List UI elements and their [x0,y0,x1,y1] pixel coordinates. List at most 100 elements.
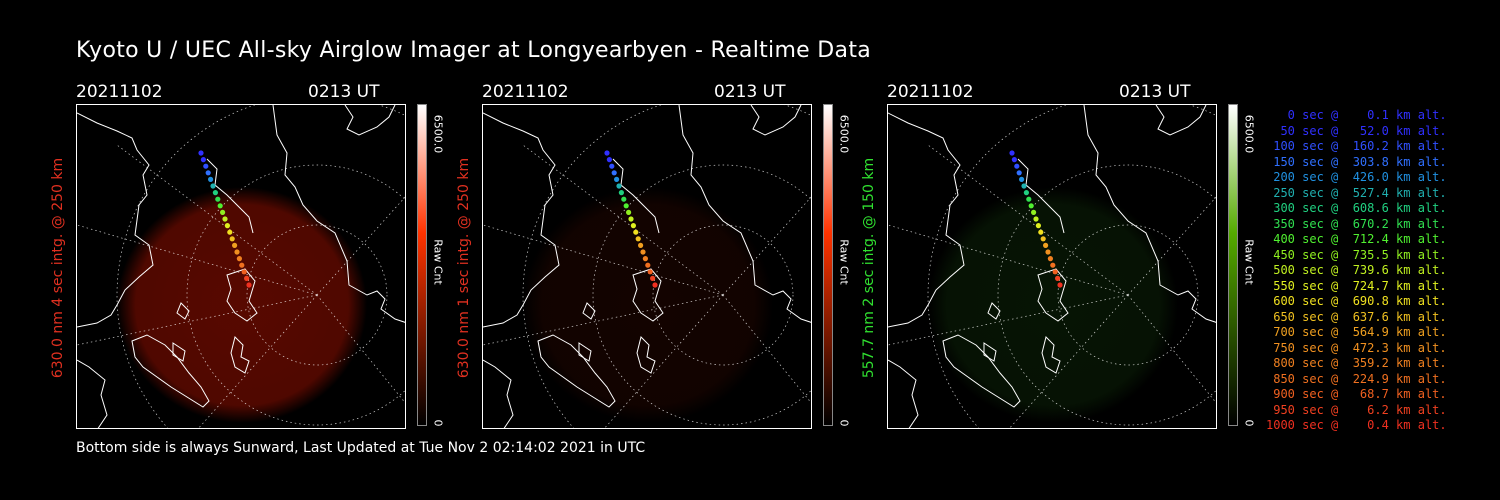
trajectory-point [203,163,209,169]
trajectory-point [621,196,627,202]
trajectory-point [1014,163,1020,169]
trajectory-point [239,262,245,268]
colorbar-unit: Raw Cnt [1242,239,1256,285]
trajectory-point [1019,176,1025,182]
legend-row: 550 sec @ 724.7 km alt. [1266,278,1447,293]
legend-row: 850 sec @ 224.9 km alt. [1266,371,1447,386]
colorbar-max: 6500.0 [431,114,445,154]
trajectory-point [200,157,206,163]
trajectory-legend: 0 sec @ 0.1 km alt. 50 sec @ 52.0 km alt… [1266,108,1447,434]
imager-panel-630nm-1sec: 20211102 0213 UT 630.0 nm 1 sec intg. @ … [456,82,862,432]
trajectory-point [606,157,612,163]
trajectory-point [626,209,632,215]
allsky-image[interactable] [482,104,812,429]
trajectory-point [640,249,646,255]
trajectory-point [638,242,644,248]
trajectory-point [652,282,658,288]
airglow-emission [117,187,367,423]
allsky-image[interactable] [887,104,1217,429]
trajectory-point [1040,236,1046,242]
trajectory-point [222,216,228,222]
colorbar [823,104,833,426]
trajectory-point [246,282,252,288]
trajectory-point [234,249,240,255]
airglow-emission [928,187,1178,423]
trajectory-point [229,236,235,242]
trajectory-point [1045,249,1051,255]
trajectory-point [210,183,216,189]
imager-panel-630nm-4sec: 20211102 0213 UT 630.0 nm 4 sec intg. @ … [50,82,456,432]
legend-row: 650 sec @ 637.6 km alt. [1266,309,1447,324]
legend-row: 100 sec @ 160.2 km alt. [1266,139,1447,153]
colorbar-min: 0 [837,419,851,427]
page-title: Kyoto U / UEC All-sky Airglow Imager at … [76,38,872,63]
colorbar [1228,104,1238,426]
legend-row: 600 sec @ 690.8 km alt. [1266,294,1447,308]
trajectory-point [616,183,622,189]
trajectory-point [1009,150,1015,156]
trajectory-point [630,223,636,229]
legend-row: 750 sec @ 472.3 km alt. [1266,340,1447,355]
legend-row: 900 sec @ 68.7 km alt. [1266,387,1447,401]
trajectory-point [633,229,639,235]
trajectory-point [1050,262,1056,268]
trajectory-point [1057,282,1063,288]
panel-time: 0213 UT [714,82,786,102]
trajectory-point [611,170,617,176]
trajectory-point [232,242,238,248]
trajectory-point [635,236,641,242]
legend-row: 300 sec @ 608.6 km alt. [1266,201,1447,215]
trajectory-point [1043,242,1049,248]
trajectory-point [236,256,242,262]
trajectory-point [1031,209,1037,215]
panel-date: 20211102 [76,82,163,102]
legend-row: 250 sec @ 527.4 km alt. [1266,185,1447,200]
panel-wavelength-label: 557.7 nm 2 sec intg. @ 150 km [861,157,877,379]
trajectory-point [198,150,204,156]
trajectory-point [215,196,221,202]
panel-time: 0213 UT [308,82,380,102]
trajectory-point [609,163,615,169]
airglow-emission [523,187,773,423]
allsky-map-overlay [77,105,405,428]
legend-row: 150 sec @ 303.8 km alt. [1266,154,1447,169]
trajectory-point [650,275,656,281]
trajectory-point [224,223,230,229]
colorbar-min: 0 [431,419,445,427]
trajectory-point [208,176,214,182]
legend-row: 0 sec @ 0.1 km alt. [1266,108,1447,122]
panel-date: 20211102 [482,82,569,102]
trajectory-point [614,176,620,182]
panel-wavelength-label: 630.0 nm 4 sec intg. @ 250 km [50,157,66,379]
colorbar-unit: Raw Cnt [837,239,851,285]
trajectory-point [628,216,634,222]
colorbar [417,104,427,426]
colorbar-max: 6500.0 [1242,114,1256,154]
trajectory-point [1055,275,1061,281]
trajectory-point [220,209,226,215]
trajectory-point [217,203,223,209]
legend-row: 50 sec @ 52.0 km alt. [1266,123,1447,138]
trajectory-point [604,150,610,156]
trajectory-point [227,229,233,235]
colorbar-min: 0 [1242,419,1256,427]
legend-row: 500 sec @ 739.6 km alt. [1266,263,1447,277]
trajectory-point [1028,203,1034,209]
allsky-map-overlay [888,105,1216,428]
trajectory-point [1011,157,1017,163]
trajectory-point [1033,216,1039,222]
legend-row: 1000 sec @ 0.4 km alt. [1266,418,1447,432]
allsky-image[interactable] [76,104,406,429]
footer-status: Bottom side is always Sunward, Last Upda… [76,440,646,456]
trajectory-point [1016,170,1022,176]
trajectory-point [244,275,250,281]
trajectory-point [642,256,648,262]
trajectory-point [1052,269,1058,275]
trajectory-point [1021,183,1027,189]
legend-row: 400 sec @ 712.4 km alt. [1266,232,1447,246]
panel-wavelength-label: 630.0 nm 1 sec intg. @ 250 km [456,157,472,379]
legend-row: 950 sec @ 6.2 km alt. [1266,402,1447,417]
imager-panel-557nm-2sec: 20211102 0213 UT 557.7 nm 2 sec intg. @ … [861,82,1267,432]
colorbar-unit: Raw Cnt [431,239,445,285]
panel-date: 20211102 [887,82,974,102]
